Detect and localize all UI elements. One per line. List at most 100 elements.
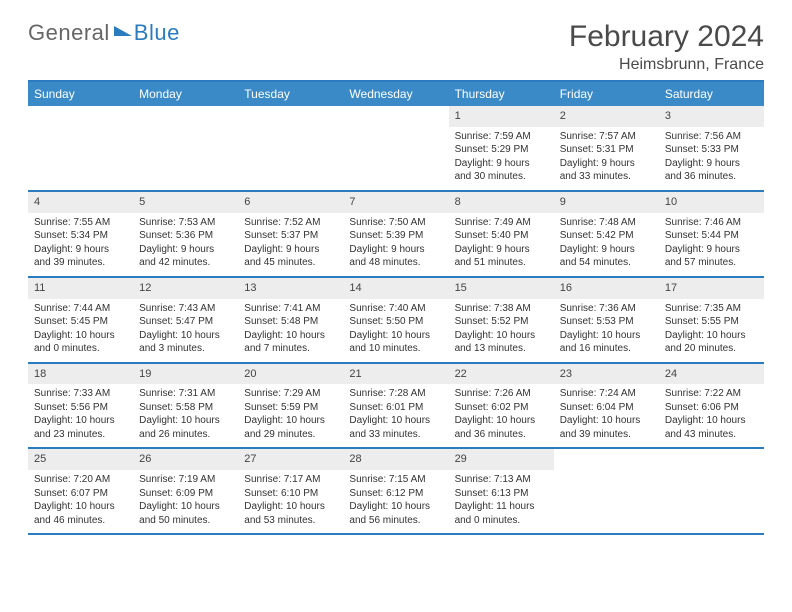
day-number: 20 [238, 364, 343, 385]
sunset-text: Sunset: 6:13 PM [455, 487, 548, 501]
day-info: Sunrise: 7:31 AMSunset: 5:58 PMDaylight:… [133, 387, 238, 441]
day-number: 14 [343, 278, 448, 299]
day-info: Sunrise: 7:33 AMSunset: 5:56 PMDaylight:… [28, 387, 133, 441]
daylight-text: Daylight: 10 hours and 46 minutes. [34, 500, 127, 527]
page-header: General Blue February 2024 Heimsbrunn, F… [28, 20, 764, 74]
day-info: Sunrise: 7:53 AMSunset: 5:36 PMDaylight:… [133, 216, 238, 270]
day-number: 21 [343, 364, 448, 385]
daylight-text: Daylight: 10 hours and 3 minutes. [139, 329, 232, 356]
day-number: 12 [133, 278, 238, 299]
sunrise-text: Sunrise: 7:59 AM [455, 130, 548, 144]
day-cell: 7Sunrise: 7:50 AMSunset: 5:39 PMDaylight… [343, 192, 448, 276]
logo: General Blue [28, 20, 180, 46]
week-row: 11Sunrise: 7:44 AMSunset: 5:45 PMDayligh… [28, 278, 764, 364]
day-info: Sunrise: 7:48 AMSunset: 5:42 PMDaylight:… [554, 216, 659, 270]
sunrise-text: Sunrise: 7:55 AM [34, 216, 127, 230]
daylight-text: Daylight: 10 hours and 13 minutes. [455, 329, 548, 356]
daylight-text: Daylight: 10 hours and 29 minutes. [244, 414, 337, 441]
daylight-text: Daylight: 9 hours and 54 minutes. [560, 243, 653, 270]
sunrise-text: Sunrise: 7:56 AM [665, 130, 758, 144]
daylight-text: Daylight: 10 hours and 33 minutes. [349, 414, 442, 441]
sunset-text: Sunset: 6:04 PM [560, 401, 653, 415]
day-cell [554, 449, 659, 533]
day-number: 4 [28, 192, 133, 213]
day-cell: 28Sunrise: 7:15 AMSunset: 6:12 PMDayligh… [343, 449, 448, 533]
sunset-text: Sunset: 5:33 PM [665, 143, 758, 157]
day-cell: 1Sunrise: 7:59 AMSunset: 5:29 PMDaylight… [449, 106, 554, 190]
daylight-text: Daylight: 10 hours and 10 minutes. [349, 329, 442, 356]
day-cell: 3Sunrise: 7:56 AMSunset: 5:33 PMDaylight… [659, 106, 764, 190]
day-cell: 14 Sunrise: 7:40 AMSunset: 5:50 PMDayligh… [343, 278, 448, 362]
day-number: 27 [238, 449, 343, 470]
daylight-text: Daylight: 9 hours and 33 minutes. [560, 157, 653, 184]
day-number: 10 [659, 192, 764, 213]
sunrise-text: Sunrise: 7:46 AM [665, 216, 758, 230]
day-cell [238, 106, 343, 190]
day-header-monday: Monday [133, 82, 238, 106]
day-number: 23 [554, 364, 659, 385]
week-row: 18Sunrise: 7:33 AMSunset: 5:56 PMDayligh… [28, 364, 764, 450]
sunset-text: Sunset: 5:55 PM [665, 315, 758, 329]
sunrise-text: Sunrise: 7:29 AM [244, 387, 337, 401]
day-cell: 16Sunrise: 7:36 AMSunset: 5:53 PMDayligh… [554, 278, 659, 362]
day-number: 17 [659, 278, 764, 299]
day-cell: 6 Sunrise: 7:52 AMSunset: 5:37 PMDaylight… [238, 192, 343, 276]
day-header-saturday: Saturday [659, 82, 764, 106]
day-cell: 20Sunrise: 7:29 AMSunset: 5:59 PMDayligh… [238, 364, 343, 448]
day-number: 24 [659, 364, 764, 385]
sunset-text: Sunset: 5:34 PM [34, 229, 127, 243]
day-cell: 26 Sunrise: 7:19 AMSunset: 6:09 PMDayligh… [133, 449, 238, 533]
day-info: Sunrise: 7:17 AMSunset: 6:10 PMDaylight:… [238, 473, 343, 527]
sunset-text: Sunset: 6:12 PM [349, 487, 442, 501]
day-number: 15 [449, 278, 554, 299]
day-info: Sunrise: 7:49 AMSunset: 5:40 PMDaylight:… [449, 216, 554, 270]
day-number: 6 [238, 192, 343, 213]
day-info: Sunrise: 7:52 AMSunset: 5:37 PMDaylight:… [238, 216, 343, 270]
day-info: Sunrise: 7:24 AMSunset: 6:04 PMDaylight:… [554, 387, 659, 441]
day-info: Sunrise: 7:46 AMSunset: 5:44 PMDaylight:… [659, 216, 764, 270]
sunset-text: Sunset: 5:31 PM [560, 143, 653, 157]
day-cell: 17Sunrise: 7:35 AMSunset: 5:55 PMDayligh… [659, 278, 764, 362]
daylight-text: Daylight: 9 hours and 48 minutes. [349, 243, 442, 270]
sunrise-text: Sunrise: 7:19 AM [139, 473, 232, 487]
day-number: 26 [133, 449, 238, 470]
day-header-thursday: Thursday [449, 82, 554, 106]
day-info: Sunrise: 7:22 AMSunset: 6:06 PMDaylight:… [659, 387, 764, 441]
day-number: 8 [449, 192, 554, 213]
day-info: Sunrise: 7:38 AMSunset: 5:52 PMDaylight:… [449, 302, 554, 356]
daylight-text: Daylight: 10 hours and 23 minutes. [34, 414, 127, 441]
sunrise-text: Sunrise: 7:33 AM [34, 387, 127, 401]
sunset-text: Sunset: 5:42 PM [560, 229, 653, 243]
day-cell: 25Sunrise: 7:20 AMSunset: 6:07 PMDayligh… [28, 449, 133, 533]
sunset-text: Sunset: 5:45 PM [34, 315, 127, 329]
daylight-text: Daylight: 9 hours and 51 minutes. [455, 243, 548, 270]
day-info: Sunrise: 7:19 AMSunset: 6:09 PMDaylight:… [133, 473, 238, 527]
daylight-text: Daylight: 10 hours and 0 minutes. [34, 329, 127, 356]
daylight-text: Daylight: 9 hours and 57 minutes. [665, 243, 758, 270]
day-info: Sunrise: 7:57 AMSunset: 5:31 PMDaylight:… [554, 130, 659, 184]
sunrise-text: Sunrise: 7:22 AM [665, 387, 758, 401]
month-title: February 2024 [569, 20, 764, 54]
sunset-text: Sunset: 5:36 PM [139, 229, 232, 243]
day-info: Sunrise: 7:43 AMSunset: 5:47 PMDaylight:… [133, 302, 238, 356]
sunrise-text: Sunrise: 7:17 AM [244, 473, 337, 487]
day-info: Sunrise: 7:56 AMSunset: 5:33 PMDaylight:… [659, 130, 764, 184]
day-cell: 27 Sunrise: 7:17 AMSunset: 6:10 PMDayligh… [238, 449, 343, 533]
sunrise-text: Sunrise: 7:15 AM [349, 473, 442, 487]
day-info: Sunrise: 7:13 AMSunset: 6:13 PMDaylight:… [449, 473, 554, 527]
daylight-text: Daylight: 10 hours and 16 minutes. [560, 329, 653, 356]
daylight-text: Daylight: 10 hours and 26 minutes. [139, 414, 232, 441]
day-info: Sunrise: 7:29 AMSunset: 5:59 PMDaylight:… [238, 387, 343, 441]
sunrise-text: Sunrise: 7:44 AM [34, 302, 127, 316]
day-cell: 15 Sunrise: 7:38 AMSunset: 5:52 PMDayligh… [449, 278, 554, 362]
sunset-text: Sunset: 6:10 PM [244, 487, 337, 501]
day-number: 2 [554, 106, 659, 127]
logo-text-blue: Blue [134, 20, 180, 46]
weeks-container: 1Sunrise: 7:59 AMSunset: 5:29 PMDaylight… [28, 106, 764, 535]
day-info: Sunrise: 7:40 AMSunset: 5:50 PMDaylight:… [343, 302, 448, 356]
sunset-text: Sunset: 5:40 PM [455, 229, 548, 243]
sunrise-text: Sunrise: 7:20 AM [34, 473, 127, 487]
sunset-text: Sunset: 5:47 PM [139, 315, 232, 329]
day-number: 5 [133, 192, 238, 213]
sunrise-text: Sunrise: 7:38 AM [455, 302, 548, 316]
